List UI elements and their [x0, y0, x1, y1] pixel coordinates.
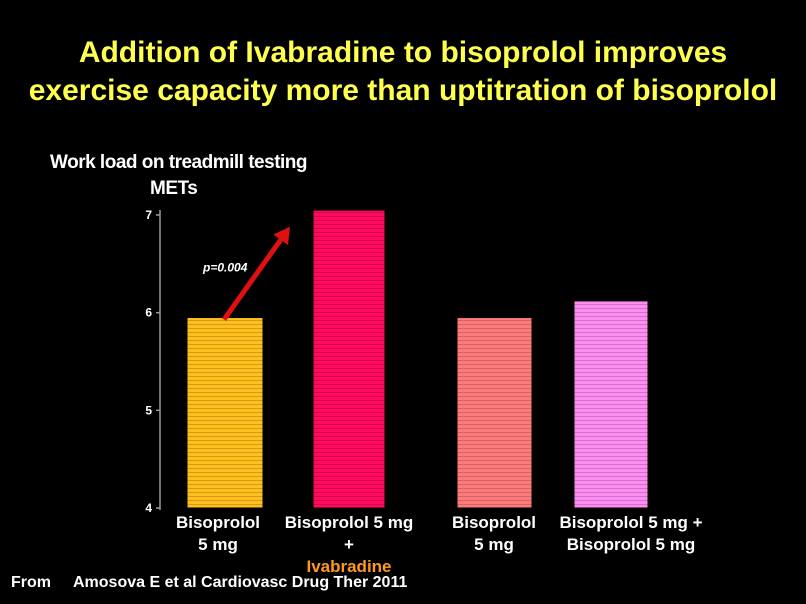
- slide-title: Addition of Ivabradine to bisoprolol imp…: [0, 34, 806, 110]
- citation: From Amosova E et al Cardiovasc Drug Ther…: [11, 574, 407, 592]
- y-tick-label-7: 7: [145, 208, 152, 222]
- y-tick-label-5: 5: [145, 403, 152, 417]
- category-label-2-plus: +: [344, 535, 354, 554]
- category-label-2-line-2: + Ivabradine: [264, 534, 434, 578]
- y-axis-label: Work load on treadmill testing METs: [50, 150, 308, 202]
- citation-text: Amosova E et al Cardiovasc Drug Ther 201…: [73, 574, 408, 591]
- category-label-4-line-1: Bisoprolol 5 mg +: [559, 513, 703, 532]
- category-label-1: Bisoprolol 5 mg: [133, 512, 303, 556]
- category-label-4-line-2: Bisoprolol 5 mg: [566, 535, 696, 554]
- category-label-4: Bisoprolol 5 mg + Bisoprolol 5 mg: [546, 512, 716, 556]
- slide-title-line-2: exercise capacity more than uptitration …: [28, 74, 778, 107]
- bar-2: [312, 209, 386, 509]
- y-axis-label-line-1: Work load on treadmill testing: [50, 152, 308, 173]
- citation-prefix: From: [11, 574, 51, 591]
- bar-3: [456, 317, 533, 509]
- y-tick-label-6: 6: [145, 306, 152, 320]
- bar-1: [186, 317, 264, 509]
- trend-arrow-shaft: [221, 238, 283, 321]
- y-axis-label-unit: METs: [150, 178, 198, 199]
- category-label-2-highlight: Ivabradine: [306, 557, 392, 576]
- category-label-1-line-2: 5 mg: [198, 535, 238, 554]
- category-label-3-line-1: Bisoprolol: [451, 513, 537, 532]
- category-label-3: Bisoprolol 5 mg: [409, 512, 579, 556]
- slide-title-line-1: Addition of Ivabradine to bisoprolol imp…: [78, 36, 728, 69]
- category-label-2-line-1: Bisoprolol 5 mg: [284, 513, 414, 532]
- p-value-label: p=0.004: [202, 261, 248, 275]
- category-label-2: Bisoprolol 5 mg + Ivabradine: [264, 512, 434, 578]
- y-tick-label-4: 4: [145, 501, 152, 515]
- trend-arrow-head: [273, 226, 290, 245]
- category-label-3-line-2: 5 mg: [474, 535, 514, 554]
- category-label-1-line-1: Bisoprolol: [175, 513, 261, 532]
- bar-4: [573, 300, 649, 509]
